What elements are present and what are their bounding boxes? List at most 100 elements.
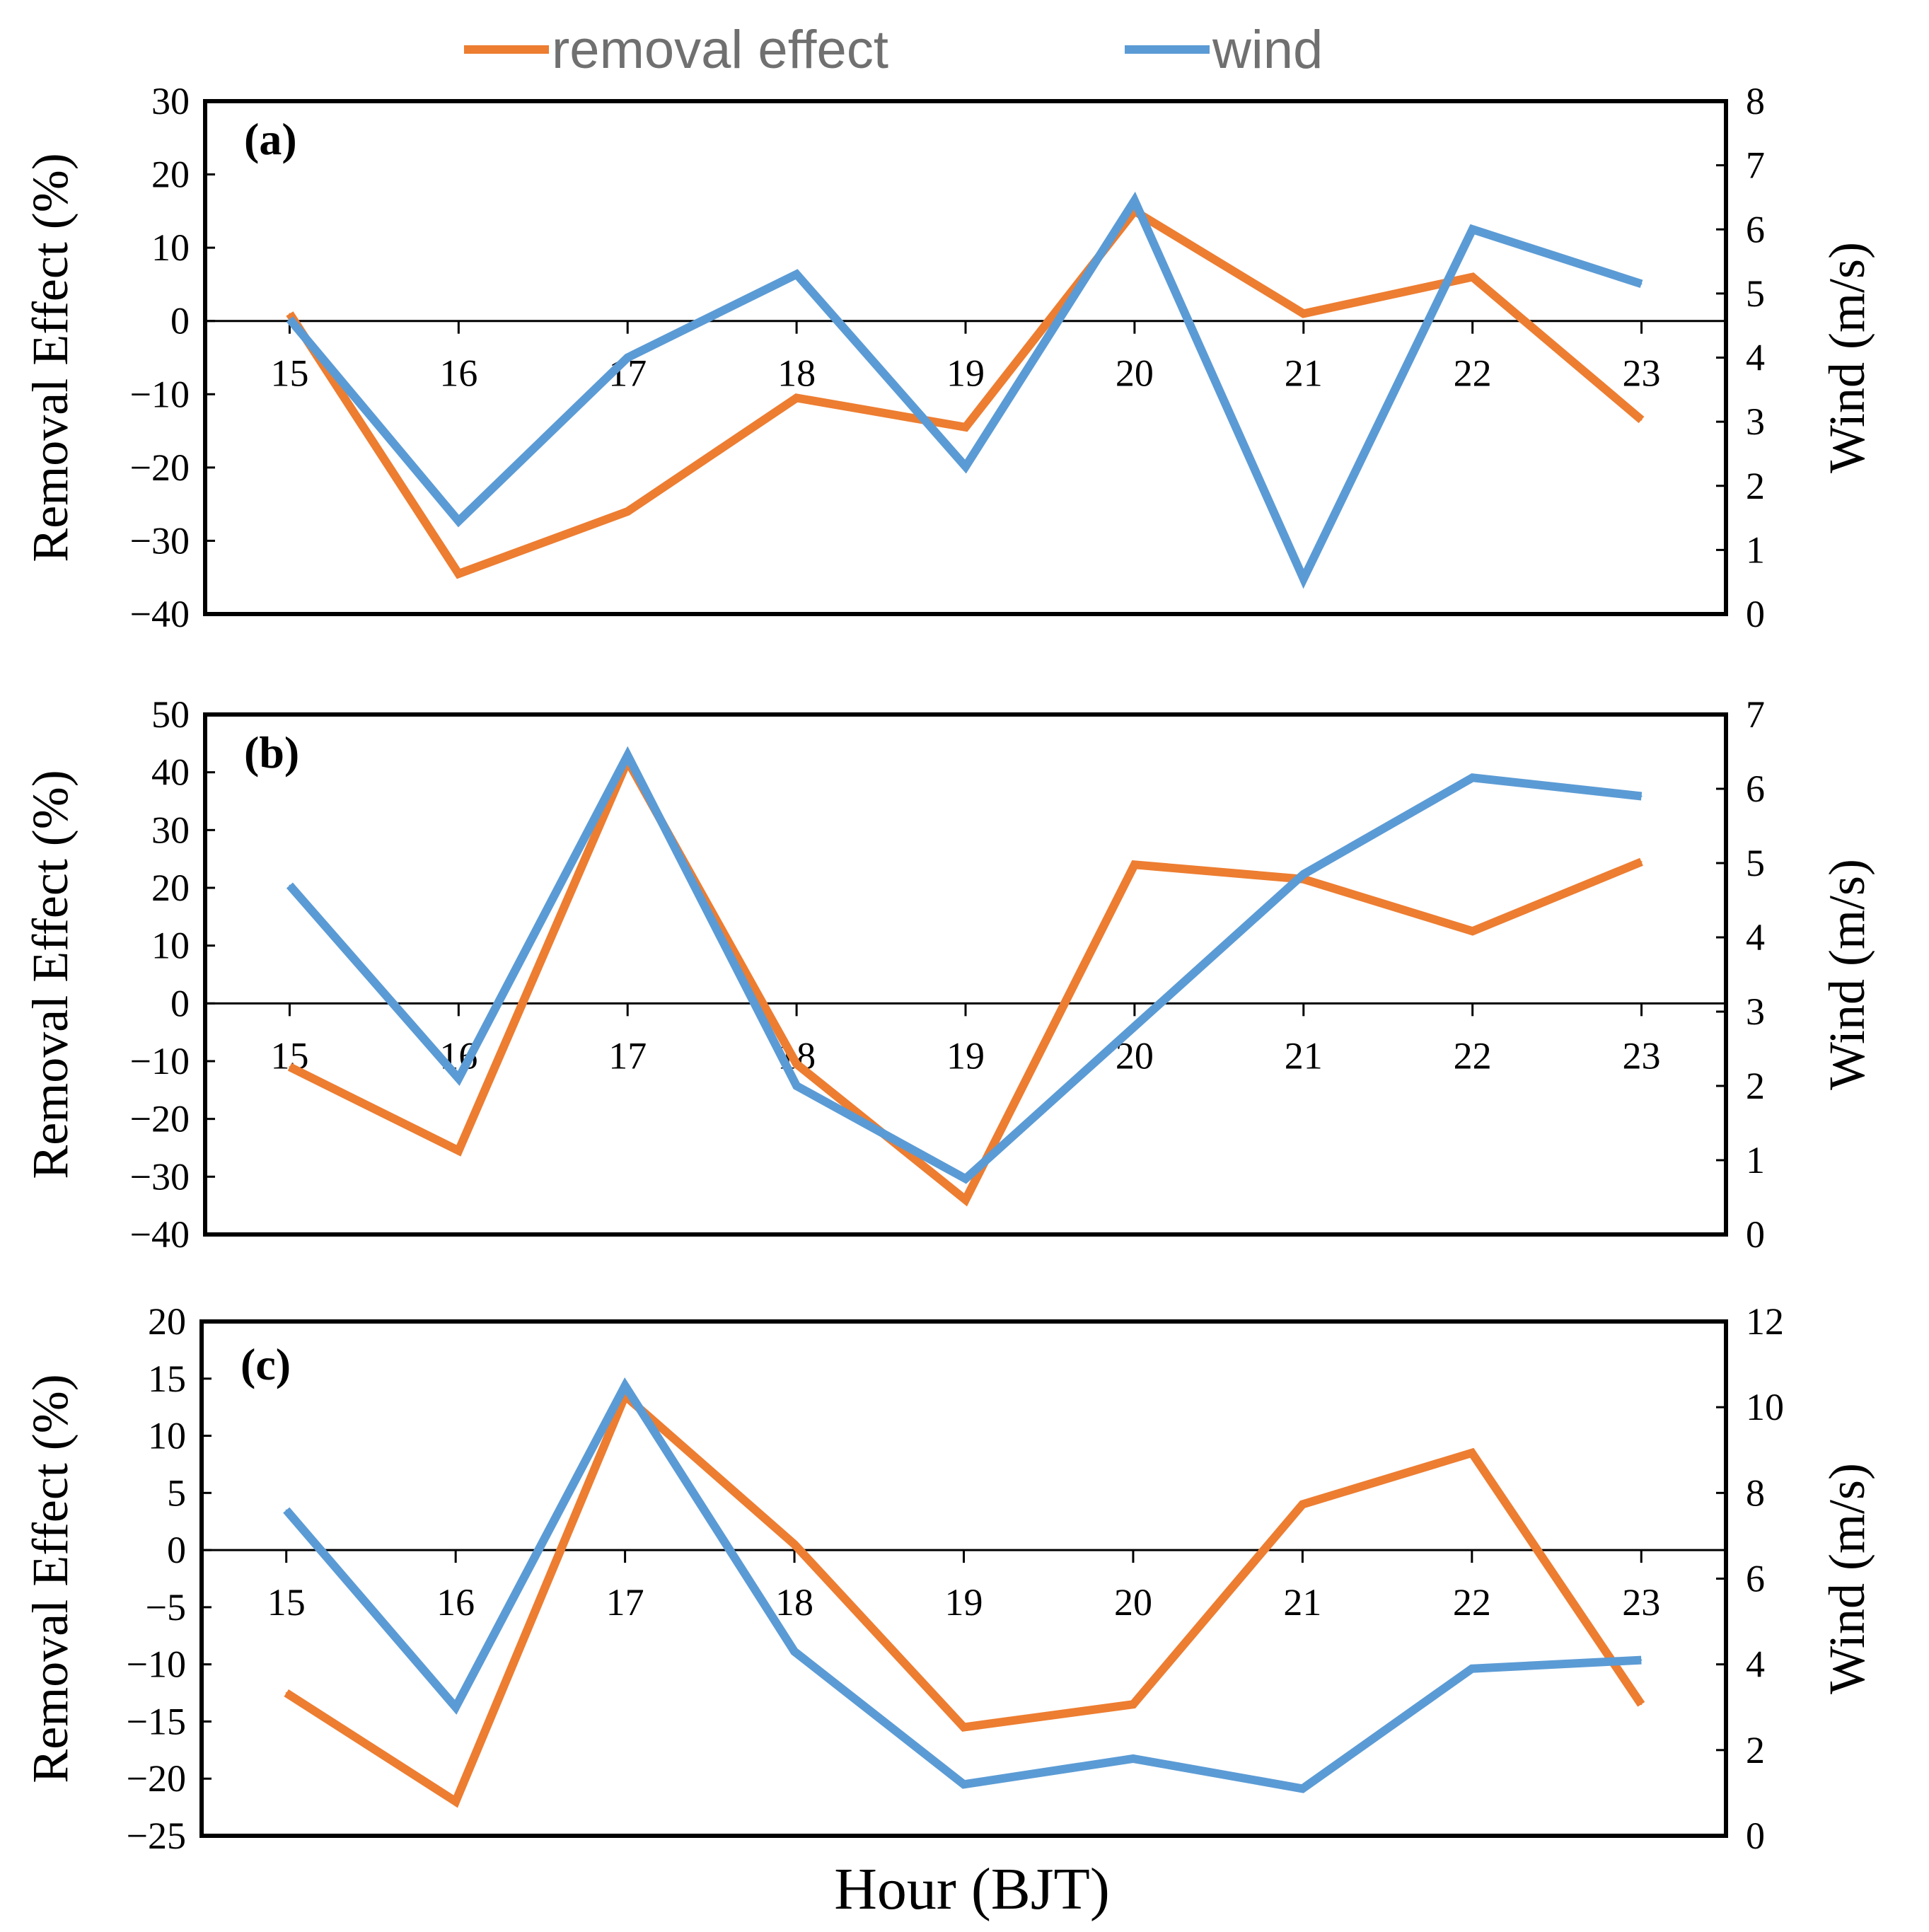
wind-data-point — [458, 1077, 460, 1080]
y2-tick-label: 6 — [1746, 1558, 1765, 1600]
wind-data-point — [1302, 873, 1304, 875]
wind-data-point — [1640, 795, 1643, 797]
y-tick-label: −40 — [130, 593, 190, 635]
removal-effect-data-point — [794, 1544, 796, 1546]
wind-data-point — [1640, 283, 1643, 285]
y2-tick-label: 2 — [1746, 465, 1765, 507]
y-tick-label: −30 — [130, 1155, 190, 1198]
removal-effect-data-point — [455, 1800, 457, 1803]
y-tick-label: −10 — [130, 373, 190, 415]
removal-effect-data-point — [1302, 313, 1304, 315]
y2-tick-label: 0 — [1746, 1815, 1765, 1857]
y2-tick-label: 1 — [1746, 528, 1765, 571]
wind-data-point — [796, 1085, 798, 1087]
x-tick-label: 23 — [1622, 1581, 1660, 1624]
wind-data-point — [965, 1178, 966, 1180]
x-tick-label: 21 — [1285, 1034, 1323, 1077]
y-tick-label: −20 — [127, 1757, 186, 1800]
wind-data-point — [1471, 1667, 1473, 1670]
removal-effect-data-point — [796, 397, 798, 399]
x-tick-label: 23 — [1623, 1034, 1661, 1077]
wind-data-point — [963, 1783, 965, 1786]
x-tick-label: 16 — [439, 352, 477, 395]
legend: removal effect wind — [464, 20, 1323, 80]
y-tick-label: 20 — [151, 154, 190, 196]
wind-data-point — [458, 520, 460, 522]
wind-data-point — [1132, 1757, 1134, 1759]
wind-data-point — [1471, 777, 1473, 779]
y-tick-label: 30 — [151, 80, 190, 122]
wind-data-point — [285, 1509, 287, 1511]
wind-data-point — [794, 1650, 796, 1653]
y2-tick-label: 12 — [1746, 1300, 1784, 1343]
x-tick-label: 15 — [267, 1581, 306, 1624]
y2-axis-title: Wind (m/s) — [1819, 242, 1875, 473]
x-tick-label: 21 — [1283, 1581, 1321, 1624]
x-tick-label: 19 — [945, 1581, 983, 1624]
y-tick-label: 0 — [167, 1529, 186, 1571]
y-tick-label: −5 — [146, 1586, 186, 1629]
wind-data-point — [1640, 1659, 1643, 1661]
y2-tick-label: 0 — [1746, 593, 1765, 635]
removal-effect-data-point — [289, 1066, 291, 1068]
x-tick-label: 16 — [436, 1581, 475, 1624]
y2-tick-label: 3 — [1746, 990, 1765, 1033]
panel-b: 15 16 17 18 19 20 21 22 2350403020100−10−20−30−4… — [22, 693, 1875, 1256]
y2-tick-label: 8 — [1746, 1471, 1765, 1514]
y2-tick-label: 5 — [1746, 842, 1765, 884]
y-tick-label: −30 — [130, 519, 190, 562]
x-tick-label: 18 — [775, 1581, 813, 1624]
y-tick-label: −15 — [127, 1700, 186, 1742]
y-tick-label: 0 — [170, 982, 190, 1024]
wind-data-point — [796, 273, 798, 275]
y-axis-title: Removal Effect (%) — [22, 1374, 79, 1783]
y2-axis-title: Wind (m/s) — [1819, 1463, 1875, 1694]
removal-effect-data-point — [627, 511, 629, 512]
wind-data-point — [624, 1384, 626, 1387]
legend-removal-label: removal effect — [552, 20, 888, 80]
y2-tick-label: 0 — [1746, 1213, 1765, 1256]
y-tick-label: −20 — [130, 1098, 190, 1140]
y-tick-label: −40 — [130, 1213, 190, 1256]
wind-data-point — [1471, 229, 1473, 231]
y2-tick-label: 6 — [1746, 768, 1765, 810]
wind-data-point — [289, 884, 291, 886]
x-tick-label: 22 — [1453, 1581, 1491, 1624]
wind-data-point — [1302, 578, 1304, 580]
y-tick-label: −20 — [130, 446, 190, 489]
x-tick-label: 20 — [1114, 1581, 1152, 1624]
panel-a: 15 16 17 18 19 20 21 22 233020100−10−20−30−40876… — [22, 80, 1875, 635]
removal-effect-data-point — [1471, 930, 1473, 932]
removal-effect-data-point — [285, 1692, 287, 1694]
y-axis-title: Removal Effect (%) — [22, 770, 79, 1179]
removal-effect-data-point — [458, 1150, 460, 1152]
panel-c: 15 16 17 18 19 20 21 22 2320151050−5−10−15−20−25… — [22, 1300, 1875, 1857]
y-tick-label: −10 — [130, 1040, 190, 1082]
x-tick-label: 23 — [1623, 352, 1661, 395]
y-tick-label: 5 — [167, 1471, 186, 1514]
y-tick-label: 40 — [151, 751, 190, 794]
wind-data-point — [455, 1706, 457, 1708]
x-tick-label: 22 — [1454, 1034, 1492, 1077]
x-tick-label: 20 — [1116, 352, 1154, 395]
y2-tick-label: 3 — [1746, 400, 1765, 443]
panel-label: (b) — [244, 727, 299, 777]
wind-series-line — [286, 746, 1643, 1184]
wind-data-point — [1133, 199, 1135, 202]
y-tick-label: 10 — [151, 226, 190, 269]
x-tick-label: 22 — [1454, 352, 1492, 395]
removal-effect-data-point — [963, 1726, 965, 1728]
y2-tick-label: 2 — [1746, 1065, 1765, 1107]
y2-tick-label: 4 — [1746, 337, 1765, 379]
x-tick-label: 21 — [1285, 352, 1323, 395]
y2-axis-title: Wind (m/s) — [1819, 859, 1875, 1090]
removal-effect-data-point — [1640, 861, 1643, 863]
removal-effect-data-point — [1640, 1703, 1643, 1706]
x-tick-label: 15 — [270, 352, 308, 395]
y2-tick-label: 1 — [1746, 1139, 1765, 1181]
y-tick-label: 10 — [148, 1415, 186, 1457]
wind-data-point — [1302, 1788, 1304, 1790]
y2-tick-label: 8 — [1746, 80, 1765, 122]
y-tick-label: 0 — [170, 300, 190, 342]
x-tick-label: 18 — [777, 352, 816, 395]
